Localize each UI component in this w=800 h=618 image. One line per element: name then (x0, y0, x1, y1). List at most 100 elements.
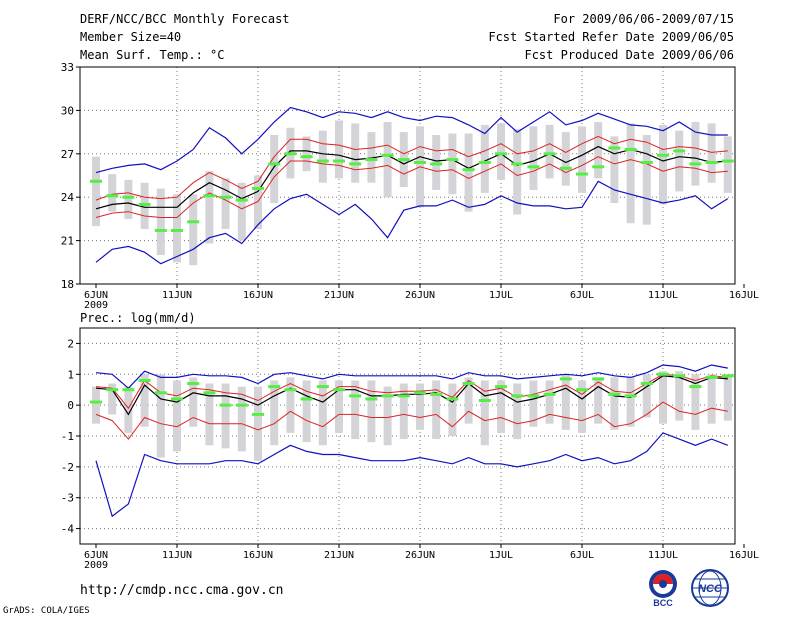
temp-observation-marker (268, 162, 281, 166)
prec-observation-marker (543, 392, 556, 396)
temp-observation-marker (624, 147, 637, 151)
prec-year-label: 2009 (84, 560, 108, 571)
temp-observation-marker (592, 165, 605, 169)
temp-spread-box (92, 156, 100, 227)
prec-spread-box (221, 383, 230, 449)
prec-xtick-label: 16JUL (729, 550, 759, 561)
prec-spread-box (513, 383, 522, 440)
temp-spread-box (529, 126, 538, 190)
prec-spread-box (448, 383, 457, 436)
temp-spread-box (173, 194, 181, 263)
prec-observation-marker (268, 385, 281, 389)
temp-observation-marker (316, 159, 329, 163)
prec-spread-box (302, 380, 311, 443)
temp-ytick-label: 18 (61, 278, 74, 291)
prec-spread-box (480, 380, 489, 446)
chart-title: DERF/NCC/BCC Monthly Forecast (80, 12, 290, 26)
prec-spread-box (189, 377, 198, 427)
prec-spread-box (497, 380, 505, 433)
temp-observation-marker (640, 160, 653, 164)
prec-spread-box (594, 377, 603, 424)
prec-observation-marker (592, 377, 605, 381)
prec-spread-box (108, 383, 117, 415)
temp-observation-marker (349, 162, 362, 166)
temp-observation-marker (187, 220, 200, 224)
temp-observation-marker (657, 153, 669, 157)
source-url[interactable]: http://cmdp.ncc.cma.gov.cn (80, 583, 284, 598)
temp-xtick-label: 26JUN (405, 290, 435, 301)
prec-observation-marker (365, 397, 378, 401)
temp-panel-title: Mean Surf. Temp.: °C (80, 48, 225, 62)
prec-observation-marker (381, 394, 394, 398)
prec-observation-marker (624, 394, 637, 398)
prec-observation-marker (235, 403, 248, 407)
prec-observation-marker (106, 388, 119, 392)
temp-upper-outer-line (95, 106, 728, 174)
grads-credit: GrADS: COLA/IGES (3, 606, 90, 616)
temp-observation-marker (414, 160, 426, 164)
prec-spread-box (545, 380, 554, 424)
temp-observation-marker (365, 158, 378, 162)
temp-ytick-label: 33 (61, 61, 74, 74)
prec-ytick-label: -4 (61, 523, 75, 536)
prec-spread-box (367, 380, 376, 443)
temp-ytick-label: 24 (61, 191, 75, 204)
prec-observation-marker (608, 392, 621, 396)
prec-observation-marker (705, 375, 718, 379)
temp-spread-box (497, 123, 505, 180)
prec-spread-box (399, 383, 408, 440)
temp-ytick-label: 30 (61, 104, 74, 117)
prec-observation-marker (414, 391, 426, 395)
prec-xtick-label: 6JUL (570, 550, 594, 561)
prec-spread-box (383, 386, 392, 446)
temp-spread-box (691, 121, 700, 186)
prec-spread-box (529, 380, 538, 427)
temp-spread-box (318, 130, 327, 183)
temp-observation-marker (576, 172, 588, 176)
temp-ytick-label: 27 (61, 148, 74, 161)
temp-spread-box (545, 124, 554, 179)
prec-ensemble-mean-line (95, 375, 728, 416)
prec-observation-marker (203, 391, 216, 395)
prec-observation-marker (462, 382, 475, 386)
prec-observation-marker (559, 377, 572, 381)
temp-frame (79, 66, 736, 285)
prec-spread-box (286, 377, 295, 433)
prec-observation-marker (138, 378, 151, 382)
prec-upper-inner-line (95, 373, 728, 410)
temp-spread-box (707, 123, 716, 183)
temp-observation-marker (381, 153, 394, 157)
temp-spread-box (723, 136, 732, 193)
temp-observation-marker (495, 152, 507, 156)
prec-observation-marker (721, 374, 734, 378)
temp-spread-box (659, 124, 667, 205)
temp-spread-box (480, 124, 489, 193)
temp-observation-marker (430, 162, 443, 166)
prec-spread-box (659, 371, 667, 424)
temp-observation-marker (543, 152, 556, 156)
member-size-label: Member Size=40 (80, 30, 182, 44)
fcst-produced-date: Fcst Produced Date 2009/06/06 (524, 48, 734, 62)
fcst-started-date: Fcst Started Refer Date 2009/06/05 (488, 30, 734, 44)
temp-observation-marker (511, 162, 524, 166)
prec-observation-marker (252, 412, 264, 416)
temp-observation-marker (478, 160, 491, 164)
temp-observation-marker (171, 228, 183, 232)
temp-spread-box (561, 132, 570, 186)
prec-xtick-label: 1JUL (489, 550, 513, 561)
prec-xtick-label: 21JUN (324, 550, 354, 561)
prec-observation-marker (673, 374, 686, 378)
prec-observation-marker (446, 397, 459, 401)
temp-observation-marker (122, 195, 135, 199)
temp-spread-box (302, 136, 311, 172)
temp-year-label: 2009 (84, 300, 108, 311)
temp-spread-box (642, 134, 651, 225)
prec-ytick-label: 0 (67, 399, 74, 412)
prec-observation-marker (657, 372, 669, 376)
temp-spread-box (578, 126, 586, 193)
temp-observation-marker (203, 194, 216, 198)
temp-spread-box (383, 121, 392, 198)
prec-spread-box (561, 374, 570, 430)
prec-spread-box (237, 386, 246, 452)
temp-spread-box (205, 171, 214, 244)
